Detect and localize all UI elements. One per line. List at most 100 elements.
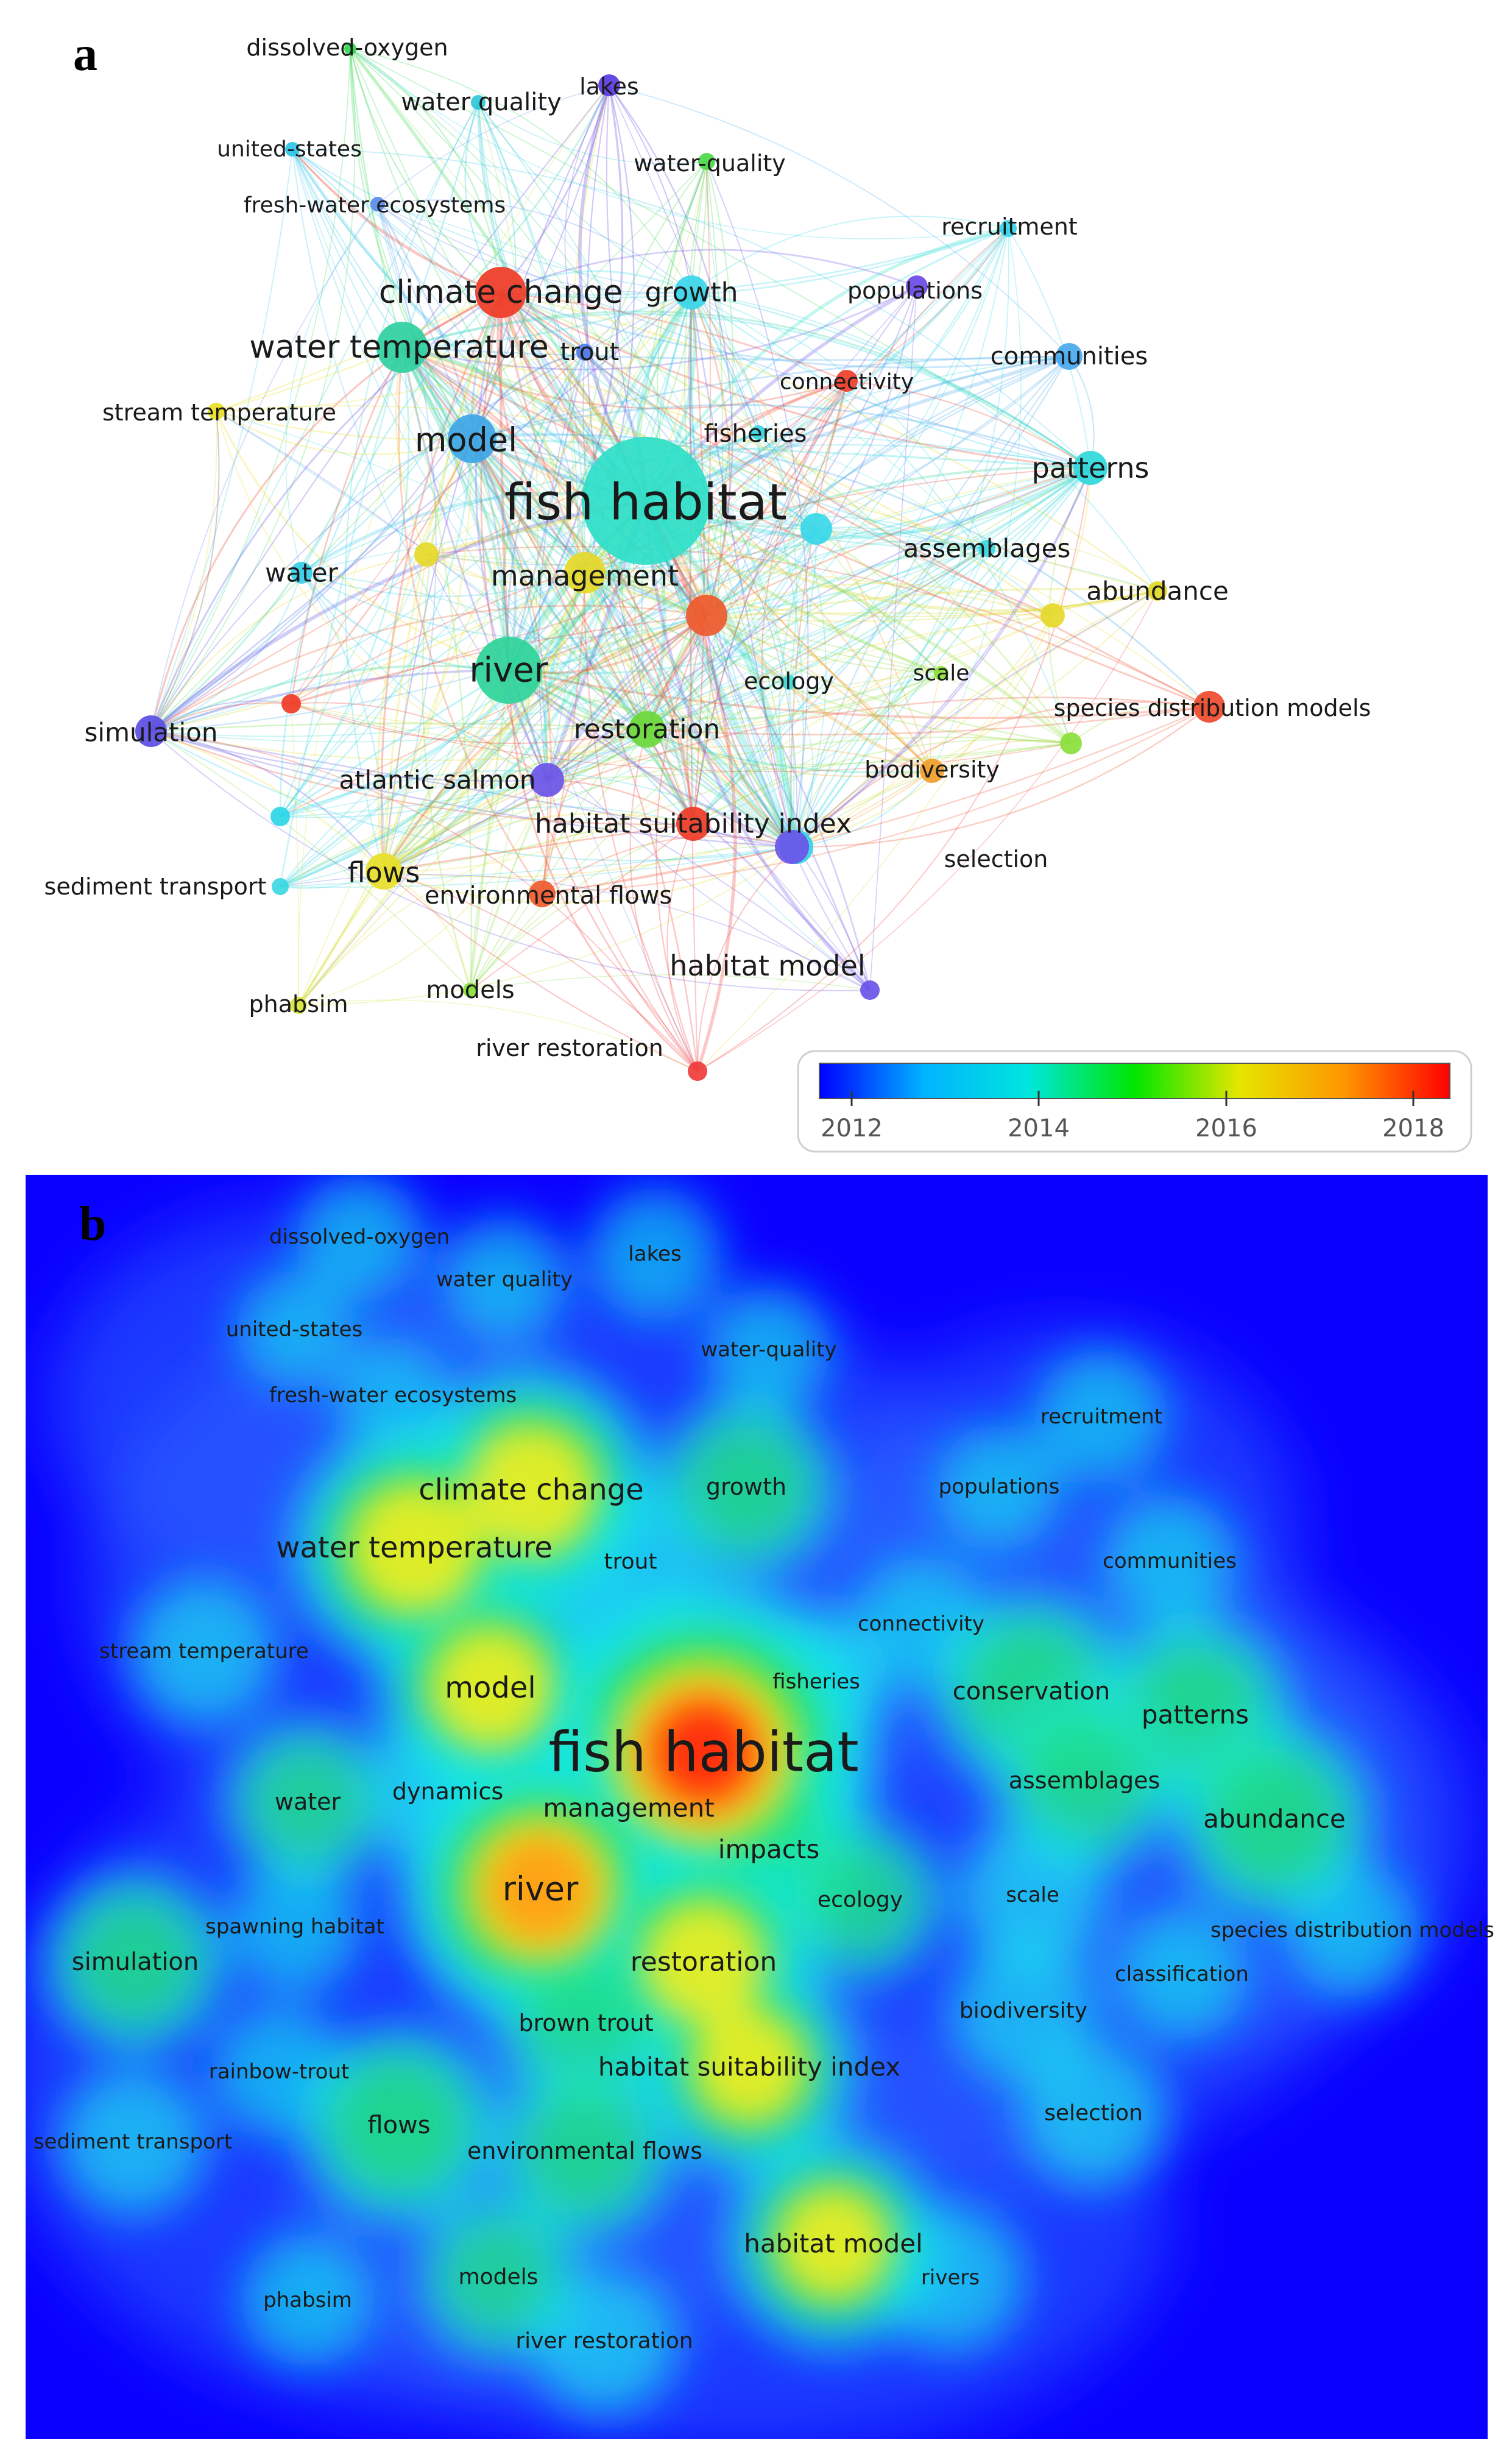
network-edge xyxy=(216,292,692,412)
network-edge xyxy=(383,871,471,991)
network-edge xyxy=(706,467,1091,617)
network-edge xyxy=(706,467,1091,617)
label-abundance: abundance xyxy=(1086,576,1229,606)
label-atlantic-salmon: atlantic salmon xyxy=(339,765,535,795)
network-edge xyxy=(542,835,797,894)
network-edge xyxy=(383,614,707,872)
network-edge xyxy=(426,553,793,848)
density-blob xyxy=(517,2083,652,2219)
node-patterns xyxy=(1073,451,1108,485)
network-edge xyxy=(279,292,501,817)
panel-letter-b: b xyxy=(79,1197,107,1251)
network-edge xyxy=(546,548,987,781)
density-blob xyxy=(325,2052,473,2199)
network-edge xyxy=(546,286,917,781)
density-label-river: river xyxy=(503,1870,579,1908)
network-edge xyxy=(383,380,847,872)
label-fresh-water-ecosystems: fresh-water ecosystems xyxy=(244,193,506,218)
label-united-states: united-states xyxy=(217,137,362,162)
network-edge xyxy=(350,48,1091,469)
density-blob xyxy=(347,1481,481,1615)
network-edge xyxy=(476,102,647,502)
network-edge xyxy=(690,292,793,848)
label-water-quality: water quality xyxy=(401,88,562,116)
panel-b-density-map: dissolved-oxygen water quality lakes united… xyxy=(0,1158,1512,2444)
network-edge xyxy=(691,292,987,549)
network-edge xyxy=(541,614,707,894)
density-label-recruitment: recruitment xyxy=(1040,1404,1162,1429)
label-model: model xyxy=(415,421,517,459)
network-edge xyxy=(546,467,1091,781)
network-edge xyxy=(790,380,848,848)
network-edge xyxy=(280,673,942,817)
network-edge xyxy=(377,204,987,549)
network-edge xyxy=(292,149,694,824)
network-edge xyxy=(401,346,1070,361)
network-edge xyxy=(150,438,473,732)
network-edge xyxy=(691,292,1072,744)
network-edge xyxy=(150,291,501,732)
node-river xyxy=(475,637,542,704)
density-blob xyxy=(958,1821,1107,1969)
density-blob xyxy=(442,1217,567,1342)
network-edge xyxy=(376,438,473,872)
network-edge xyxy=(426,553,585,584)
network-edge xyxy=(646,355,1070,730)
network-edge xyxy=(646,673,942,731)
network-edge xyxy=(383,745,933,872)
network-edge xyxy=(383,548,987,872)
network-edge xyxy=(395,347,428,555)
network-edge xyxy=(644,500,871,991)
density-blob xyxy=(798,1838,922,1962)
node-lakes xyxy=(598,74,620,96)
network-edge xyxy=(383,736,1072,872)
network-edge xyxy=(279,347,403,887)
network-edge xyxy=(706,590,1158,622)
label-layer: dissolved-oxygen lakes water quality united… xyxy=(44,34,1371,1061)
network-edge xyxy=(931,228,1022,771)
network-edge xyxy=(350,48,502,293)
node-biodiversity xyxy=(920,759,944,783)
density-label-river-restoration: river restoration xyxy=(515,2329,693,2354)
network-edge xyxy=(377,204,1091,469)
network-edge xyxy=(150,731,471,991)
network-edge xyxy=(280,779,548,817)
network-edge xyxy=(508,528,818,671)
network-edge xyxy=(279,347,410,817)
network-edge xyxy=(706,161,809,848)
network-edge xyxy=(298,823,694,1006)
network-edge xyxy=(644,227,1009,502)
network-edge xyxy=(507,669,793,848)
network-edge xyxy=(500,291,817,530)
density-label-stream-temperature: stream temperature xyxy=(99,1639,309,1663)
density-blob xyxy=(679,1419,814,1554)
network-edge xyxy=(383,548,987,872)
density-blob xyxy=(1017,1713,1152,1848)
network-edge xyxy=(471,438,699,1072)
density-label-growth: growth xyxy=(706,1473,786,1500)
network-edge xyxy=(796,590,1158,848)
density-label-abundance: abundance xyxy=(1203,1804,1346,1834)
network-edge xyxy=(150,204,378,732)
network-edge xyxy=(380,292,502,872)
node-scale xyxy=(934,666,949,681)
network-edge xyxy=(796,706,1210,848)
node-assemblages xyxy=(978,540,995,557)
network-edge xyxy=(150,553,427,732)
density-label-fresh-water-ecosystems: fresh-water ecosystems xyxy=(269,1383,517,1408)
network-edge xyxy=(508,669,933,774)
network-edge xyxy=(349,48,403,348)
density-label-water-quality: water quality xyxy=(436,1267,573,1292)
density-label-trout: trout xyxy=(604,1550,657,1574)
density-label-scale: scale xyxy=(1006,1883,1059,1907)
network-edge xyxy=(705,615,793,848)
network-edge xyxy=(150,48,356,732)
network-edge xyxy=(292,149,1091,469)
network-edge xyxy=(706,583,1053,617)
network-edge xyxy=(150,380,847,732)
legend-label-2014: 2014 xyxy=(1008,1114,1070,1142)
network-edge xyxy=(383,500,648,873)
label-assemblages: assemblages xyxy=(903,534,1071,564)
network-edge xyxy=(401,285,917,370)
network-edge xyxy=(706,612,1053,617)
